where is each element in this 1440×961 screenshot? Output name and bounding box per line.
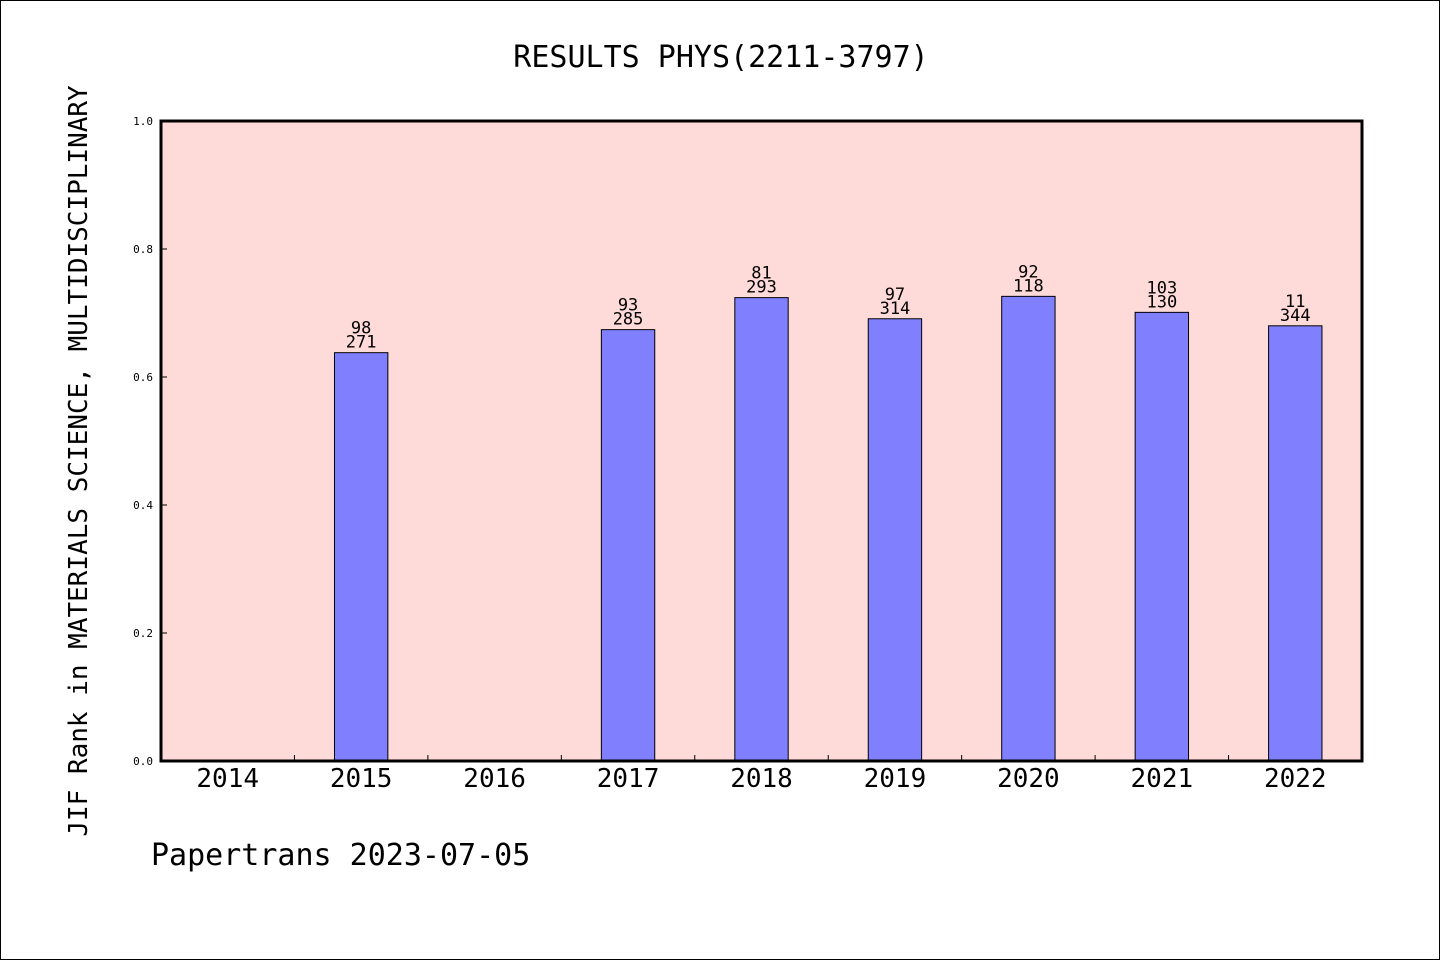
- bar-label-top: 11: [1285, 292, 1305, 312]
- y-tick-label: 1.0: [133, 115, 153, 128]
- bar-2015: [333, 352, 389, 762]
- bar-label-top: 97: [885, 285, 905, 305]
- x-tick-label: 2014: [196, 764, 259, 794]
- bar-label-top: 98: [351, 319, 371, 339]
- bar-label-top: 93: [618, 296, 638, 316]
- x-tick-label: 2019: [864, 764, 927, 794]
- chart-title: RESULTS PHYS(2211-3797): [513, 40, 928, 75]
- y-tick-label: 0.6: [133, 371, 153, 384]
- bar-label-bottom: 314: [880, 299, 911, 319]
- bar-label-bottom: 293: [746, 278, 777, 298]
- bar-2017: [600, 329, 656, 762]
- y-axis-ticks: 0.0 0.2 0.4 0.6 0.8 1.0: [133, 115, 167, 768]
- y-tick-label: 0.0: [133, 755, 153, 768]
- x-tick-label: 2020: [997, 764, 1060, 794]
- footer-date-label: Papertrans 2023-07-05: [151, 838, 530, 873]
- bar-2019: [867, 318, 923, 762]
- bar-label-top: 81: [751, 264, 771, 284]
- y-tick-label: 0.8: [133, 243, 153, 256]
- x-tick-label: 2018: [730, 764, 793, 794]
- bar-label-bottom: 271: [346, 333, 377, 353]
- bar-2021: [1134, 311, 1190, 762]
- bar-label-top: 92: [1018, 262, 1038, 282]
- x-axis-ticks: 2014 2015 2016 2017 2018 2019 2020 2021 2022: [196, 755, 1327, 794]
- bar-label-bottom: 285: [613, 310, 644, 330]
- bar-label-top: 103: [1146, 278, 1177, 298]
- bars-group: [333, 295, 1323, 762]
- y-tick-label: 0.2: [133, 627, 153, 640]
- y-axis-label: JIF Rank in MATERIALS SCIENCE, MULTIDISC…: [64, 85, 94, 837]
- x-tick-label: 2016: [463, 764, 526, 794]
- bar-2022: [1268, 325, 1323, 762]
- plot-border: [159, 119, 1364, 763]
- y-tick-label: 0.4: [133, 499, 153, 512]
- x-tick-label: 2015: [330, 764, 393, 794]
- bar-label-bottom: 130: [1146, 292, 1177, 312]
- x-tick-label: 2017: [597, 764, 660, 794]
- bar-2020: [1001, 295, 1056, 762]
- bar-2018: [734, 297, 789, 762]
- x-tick-label: 2022: [1264, 764, 1327, 794]
- bar-label-bottom: 344: [1280, 306, 1311, 326]
- x-tick-label: 2021: [1131, 764, 1194, 794]
- bar-label-bottom: 118: [1013, 276, 1044, 296]
